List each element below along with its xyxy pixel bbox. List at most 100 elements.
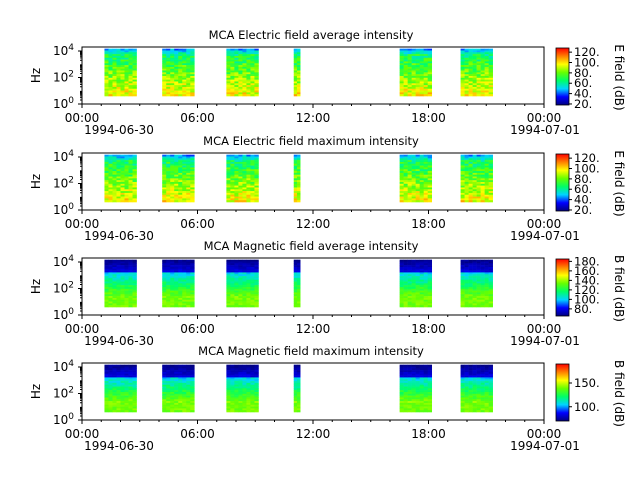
spectrogram-cell (419, 379, 424, 382)
spectrogram-cell (190, 381, 195, 384)
spectrogram-cell (112, 261, 117, 264)
spectrogram-cell (230, 391, 235, 395)
spectrogram-cell (166, 176, 171, 179)
spectrogram-cell (415, 276, 420, 279)
spectrogram-cell (246, 48, 251, 51)
spectrogram-cell (484, 61, 489, 64)
spectrogram-cell (415, 171, 420, 174)
spectrogram-cell (162, 81, 167, 84)
spectrogram-cell (415, 92, 420, 95)
spectrogram-cell (234, 189, 239, 192)
spectrogram-cell (484, 261, 489, 264)
spectrogram-cell (234, 174, 239, 177)
spectrogram-cell (403, 393, 408, 396)
spectrogram-cell (484, 296, 489, 299)
spectrogram-cell (480, 266, 485, 270)
colorbar-tick-label: 80. (574, 172, 592, 186)
spectrogram-cell (166, 90, 171, 93)
spectrogram-cell (226, 61, 231, 64)
spectrogram-cell (419, 388, 424, 391)
spectrogram-cell (166, 395, 171, 398)
spectrogram-cell (407, 196, 412, 199)
spectrogram-cell (132, 274, 137, 277)
spectrogram-cell (190, 154, 195, 157)
spectrogram-cell (166, 156, 171, 159)
spectrogram-cell (104, 382, 109, 385)
spectrogram-cell (296, 154, 301, 157)
spectrogram-cell (230, 180, 235, 183)
spectrogram-cell (170, 77, 175, 80)
spectrogram-cell (242, 391, 247, 395)
spectrogram-cell (104, 57, 109, 60)
spectrogram-cell (186, 406, 191, 409)
spectrogram-cell (120, 70, 125, 73)
y-tick-label: 100 (53, 307, 74, 322)
spectrogram-cell (120, 66, 125, 69)
spectrogram-cell (423, 382, 428, 385)
spectrogram-cell (178, 373, 183, 376)
spectrogram-cell (464, 163, 469, 166)
spectrogram-cell (186, 59, 191, 62)
spectrogram-cell (182, 79, 187, 82)
spectrogram-cell (116, 154, 121, 157)
colorbar-tick-label: 120. (574, 151, 600, 165)
spectrogram-cell (112, 402, 117, 406)
spectrogram-cell (468, 196, 473, 199)
spectrogram-cell (423, 163, 428, 166)
spectrogram-cell (162, 410, 167, 413)
spectrogram-cell (182, 54, 187, 57)
spectrogram-cell (407, 281, 412, 284)
spectrogram-cell (178, 274, 183, 277)
spectrogram-cell (254, 187, 259, 190)
spectrogram-cell (162, 268, 167, 271)
spectrogram-cell (403, 377, 408, 380)
spectrogram-cell (242, 408, 247, 411)
spectrogram-cell (484, 366, 489, 369)
spectrogram-cell (226, 196, 231, 199)
spectrogram-cell (132, 276, 137, 279)
spectrogram-cell (246, 288, 251, 291)
spectrogram-cell (468, 200, 473, 203)
spectrogram-cell (234, 370, 239, 373)
spectrogram-cell (234, 192, 239, 196)
x-date-label-end: 1994-07-01 (510, 229, 580, 243)
spectrogram-cell (242, 65, 247, 68)
spectrogram-cell (116, 276, 121, 279)
spectrogram-cell (293, 401, 298, 404)
spectrogram-cell (423, 292, 428, 295)
y-tick-label: 100 (53, 202, 74, 217)
spectrogram-cell (460, 90, 465, 93)
spectrogram-cell (108, 180, 113, 183)
spectrogram-cell (250, 154, 255, 157)
spectrogram-cell (108, 397, 113, 400)
spectrogram-cell (190, 399, 195, 402)
spectrogram-cell (411, 72, 416, 75)
spectrogram-cell (415, 270, 420, 273)
spectrogram-cell (112, 288, 117, 291)
spectrogram-cell (423, 59, 428, 62)
spectrogram-cell (246, 410, 251, 413)
spectrogram-cell (296, 88, 301, 91)
spectrogram-cell (116, 386, 121, 389)
spectrogram-cell (419, 167, 424, 170)
spectrogram-cell (296, 200, 301, 203)
spectrogram-cell (170, 55, 175, 59)
spectrogram-cell (104, 386, 109, 389)
spectrogram-cell (460, 277, 465, 280)
spectrogram-cell (403, 297, 408, 301)
spectrogram-cell (124, 272, 129, 275)
spectrogram-cell (254, 70, 259, 73)
spectrogram-cell (170, 154, 175, 157)
spectrogram-cell (190, 375, 195, 378)
spectrogram-cell (460, 70, 465, 73)
spectrogram-cell (427, 368, 433, 371)
spectrogram-cell (120, 303, 125, 306)
spectrogram-cell (419, 194, 424, 197)
spectrogram-cell (128, 74, 133, 77)
spectrogram-cell (186, 185, 191, 188)
spectrogram-cell (419, 268, 424, 271)
spectrogram-cell (178, 68, 183, 71)
spectrogram-cell (293, 63, 298, 66)
spectrogram-cell (120, 178, 125, 181)
spectrogram-cell (484, 370, 489, 373)
